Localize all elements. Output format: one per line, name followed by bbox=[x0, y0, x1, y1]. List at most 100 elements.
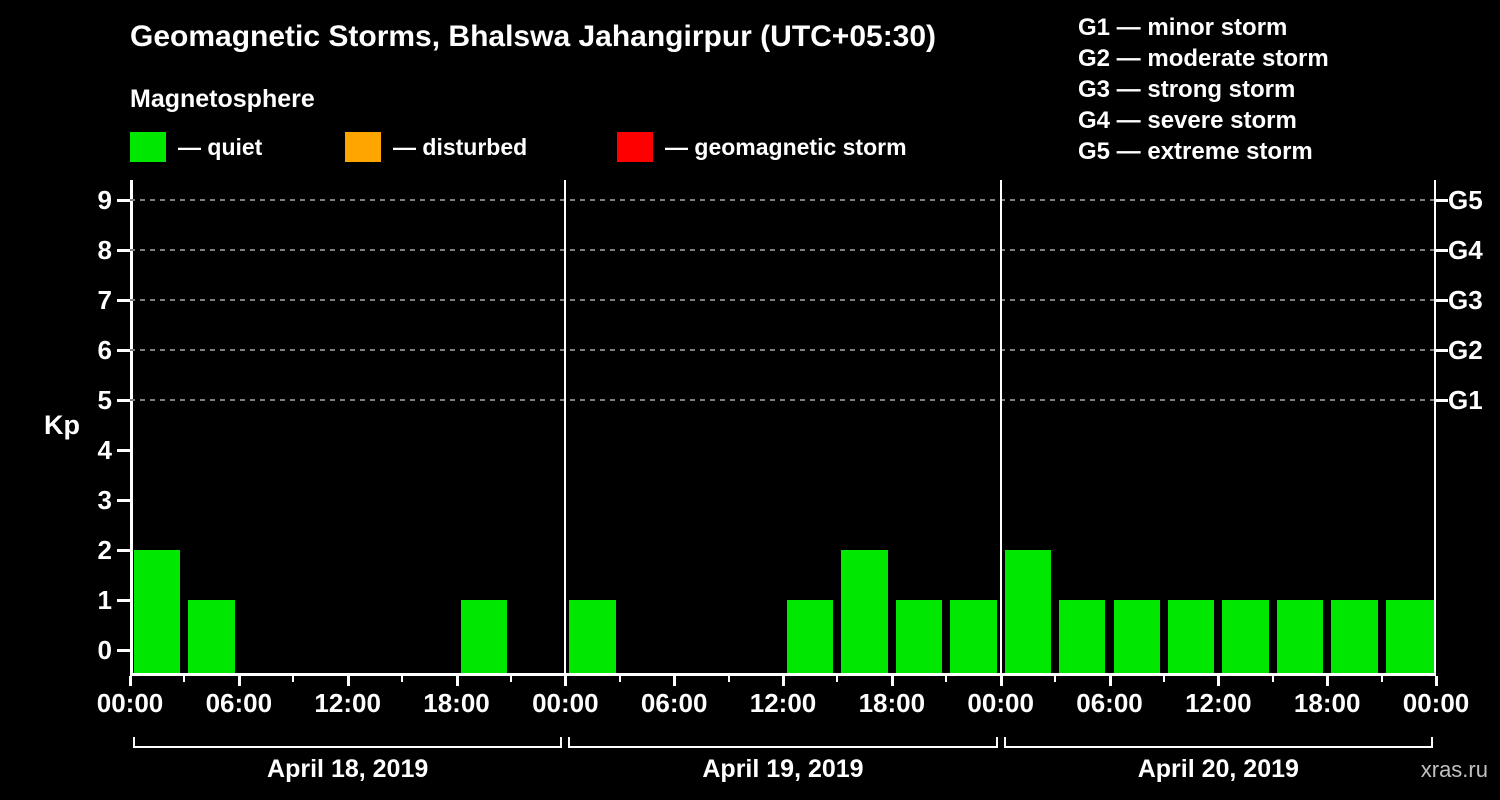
legend-item-quiet: — quiet bbox=[130, 132, 262, 162]
time-axis-tick bbox=[564, 676, 568, 686]
kp-bar bbox=[1059, 600, 1106, 673]
time-axis-minor-tick bbox=[1380, 676, 1383, 682]
storm-color-swatch bbox=[617, 132, 653, 162]
g-axis-label: G2 bbox=[1448, 335, 1483, 365]
kp-axis-tick bbox=[117, 599, 130, 602]
kp-axis-tick-label: 4 bbox=[97, 435, 112, 465]
kp-axis-tick bbox=[117, 399, 130, 402]
time-axis-minor-tick bbox=[1162, 676, 1165, 682]
g-axis-tick bbox=[1436, 399, 1448, 402]
kp-bar bbox=[841, 550, 888, 673]
x-axis-line bbox=[130, 673, 1436, 676]
legend-label-quiet: — quiet bbox=[178, 133, 263, 160]
kp-bar bbox=[1167, 600, 1215, 673]
day-boundary-line bbox=[999, 180, 1002, 676]
time-axis-tick bbox=[346, 676, 350, 686]
kp-axis-tick bbox=[117, 199, 130, 202]
time-axis-tick bbox=[1435, 676, 1438, 686]
g-axis-label: G1 bbox=[1448, 385, 1483, 415]
kp-bar bbox=[1276, 600, 1324, 673]
legend-item-storm: — geomagnetic storm bbox=[617, 132, 907, 162]
kp-bar bbox=[787, 600, 834, 673]
time-axis-tick bbox=[455, 676, 459, 686]
time-axis-tick bbox=[1108, 676, 1112, 686]
time-tick-label: 18:00 bbox=[858, 688, 926, 718]
kp-bar bbox=[895, 600, 943, 673]
time-axis-minor-tick bbox=[509, 676, 512, 682]
plot-right-edge-line bbox=[1434, 180, 1436, 676]
time-axis-minor-tick bbox=[945, 676, 948, 682]
time-axis-minor-tick bbox=[836, 676, 839, 682]
g-level-gridline bbox=[130, 199, 1436, 201]
kp-axis-tick-label: 8 bbox=[97, 235, 112, 265]
day-boundary-line bbox=[564, 180, 567, 676]
time-axis-tick bbox=[237, 676, 241, 686]
date-label: April 20, 2019 bbox=[1137, 755, 1299, 783]
time-axis-minor-tick bbox=[1271, 676, 1274, 682]
time-tick-label: 06:00 bbox=[1076, 688, 1143, 718]
time-tick-label: 06:00 bbox=[640, 688, 708, 718]
time-tick-label: 12:00 bbox=[749, 688, 817, 718]
legend-label-storm: — geomagnetic storm bbox=[665, 133, 907, 160]
time-tick-label: 12:00 bbox=[314, 688, 381, 718]
time-axis-minor-tick bbox=[1054, 676, 1057, 682]
kp-bar bbox=[569, 600, 616, 673]
kp-axis-tick bbox=[117, 499, 130, 502]
time-axis-minor-tick bbox=[618, 676, 621, 682]
kp-axis-tick bbox=[117, 649, 130, 652]
kp-axis-tick-label: 2 bbox=[97, 535, 112, 565]
g-axis-tick bbox=[1436, 199, 1448, 202]
time-axis-tick bbox=[890, 676, 894, 686]
kp-bar bbox=[950, 600, 997, 673]
kp-axis-tick bbox=[117, 549, 130, 552]
kp-bar bbox=[1331, 600, 1378, 673]
kp-axis-tick bbox=[117, 449, 130, 452]
g-level-gridline bbox=[130, 399, 1436, 401]
kp-bar bbox=[1113, 600, 1160, 673]
time-axis-minor-tick bbox=[401, 676, 404, 682]
g-level-gridline bbox=[130, 299, 1436, 301]
time-tick-label: 18:00 bbox=[423, 688, 490, 718]
time-axis-tick bbox=[782, 676, 785, 686]
kp-axis-tick-label: 7 bbox=[97, 285, 112, 315]
time-axis-tick bbox=[999, 676, 1003, 686]
kp-axis-tick bbox=[117, 249, 130, 252]
g-axis-label: G4 bbox=[1448, 235, 1483, 265]
time-tick-label: 00:00 bbox=[532, 688, 599, 718]
g4-legend-line: G4 — severe storm bbox=[1078, 107, 1297, 134]
kp-axis-tick-label: 5 bbox=[97, 385, 112, 415]
kp-axis-tick-label: 6 bbox=[97, 335, 112, 365]
time-axis-tick bbox=[673, 676, 677, 686]
kp-axis-tick-label: 3 bbox=[97, 485, 112, 515]
watermark: xras.ru bbox=[1420, 757, 1488, 782]
time-axis-minor-tick bbox=[183, 676, 186, 682]
plot-area bbox=[130, 180, 1436, 676]
kp-axis-tick-label: 0 bbox=[97, 635, 112, 665]
time-tick-label: 00:00 bbox=[1402, 688, 1470, 718]
chart-title: Geomagnetic Storms, Bhalswa Jahangirpur … bbox=[130, 20, 937, 53]
g-axis-tick bbox=[1436, 349, 1448, 352]
kp-axis-tick-label: 9 bbox=[97, 185, 112, 215]
day-bracket bbox=[133, 737, 563, 748]
legend-item-disturbed: — disturbed bbox=[345, 132, 527, 162]
y-axis-line bbox=[130, 180, 133, 676]
time-axis-tick bbox=[1217, 676, 1221, 686]
legend-label-disturbed: — disturbed bbox=[393, 133, 528, 160]
g-level-gridline bbox=[130, 249, 1436, 251]
time-axis-tick bbox=[1326, 676, 1330, 686]
time-axis-tick bbox=[129, 676, 132, 686]
g-level-gridline bbox=[130, 349, 1436, 351]
kp-bar bbox=[1222, 600, 1269, 673]
chart-subtitle: Magnetosphere bbox=[130, 85, 315, 113]
time-tick-label: 00:00 bbox=[967, 688, 1034, 718]
day-bracket bbox=[568, 737, 998, 748]
day-bracket bbox=[1003, 737, 1433, 748]
time-tick-label: 12:00 bbox=[1185, 688, 1252, 718]
g-scale-legend: G1 — minor storm G2 — moderate storm G3 … bbox=[1078, 12, 1329, 167]
date-label: April 19, 2019 bbox=[702, 755, 864, 783]
kp-axis-tick bbox=[117, 349, 130, 352]
g3-legend-line: G3 — strong storm bbox=[1078, 76, 1296, 103]
kp-axis-tick-label: 1 bbox=[97, 585, 112, 615]
kp-axis-tick bbox=[117, 299, 130, 302]
